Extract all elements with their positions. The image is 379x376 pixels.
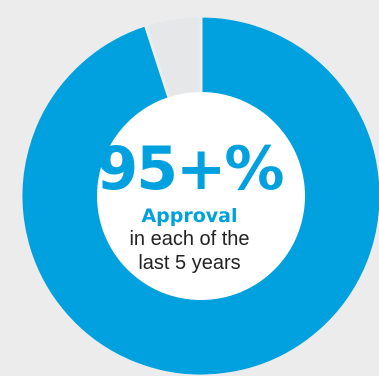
caption-line-2: last 5 years (138, 252, 241, 274)
donut-hole (97, 92, 305, 300)
approval-label: Approval (141, 205, 238, 227)
approval-percentage: 95+% (96, 134, 285, 204)
caption-line-1: in each of the (129, 228, 250, 250)
